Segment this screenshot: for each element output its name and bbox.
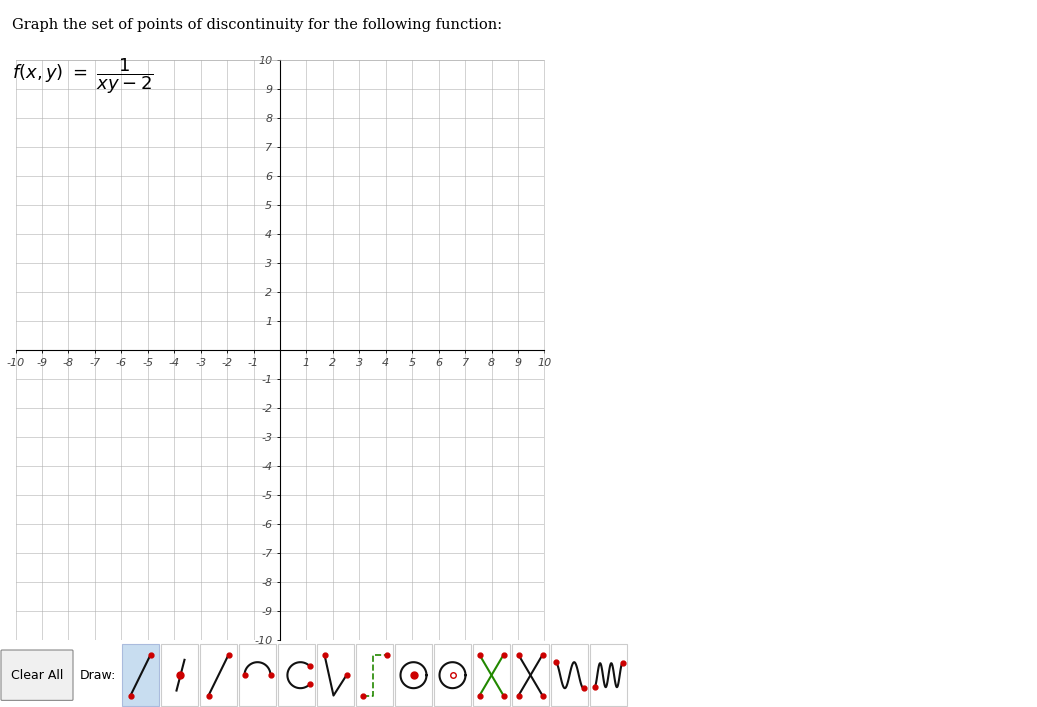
FancyBboxPatch shape [278, 644, 315, 706]
FancyBboxPatch shape [239, 644, 276, 706]
Text: Draw:: Draw: [80, 669, 116, 682]
FancyBboxPatch shape [200, 644, 237, 706]
FancyBboxPatch shape [435, 644, 471, 706]
FancyBboxPatch shape [551, 644, 588, 706]
FancyBboxPatch shape [395, 644, 432, 706]
FancyBboxPatch shape [317, 644, 354, 706]
FancyBboxPatch shape [512, 644, 549, 706]
FancyBboxPatch shape [590, 644, 627, 706]
Text: Clear All: Clear All [10, 669, 63, 682]
FancyBboxPatch shape [122, 644, 159, 706]
FancyBboxPatch shape [356, 644, 393, 706]
FancyBboxPatch shape [473, 644, 510, 706]
FancyBboxPatch shape [161, 644, 198, 706]
Text: $f(x, y)\ =\ \dfrac{\ \ \ 1\ \ \ }{xy-2}$: $f(x, y)\ =\ \dfrac{\ \ \ 1\ \ \ }{xy-2}… [12, 57, 155, 96]
FancyBboxPatch shape [1, 650, 73, 701]
Text: Graph the set of points of discontinuity for the following function:: Graph the set of points of discontinuity… [12, 18, 503, 32]
